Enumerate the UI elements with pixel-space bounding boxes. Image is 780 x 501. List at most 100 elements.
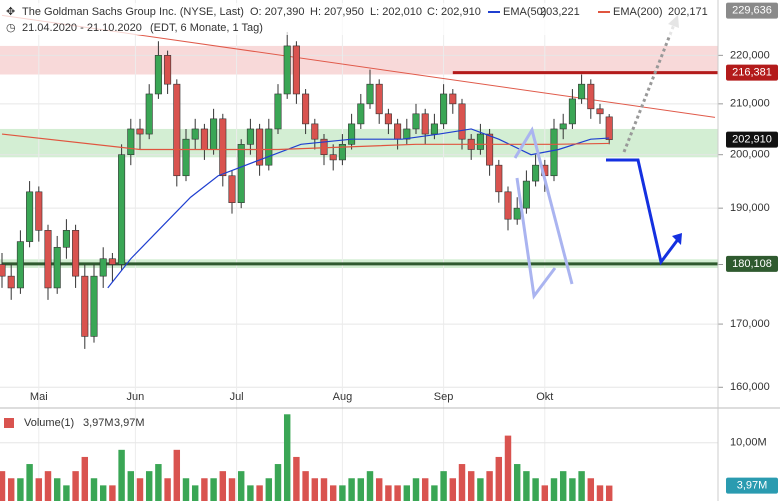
volume-bar — [0, 471, 6, 501]
volume-last-box — [726, 477, 778, 494]
volume-bar — [237, 471, 245, 501]
volume-bar — [53, 478, 61, 501]
volume-bar — [458, 464, 466, 501]
header: ✥ The Goldman Sachs Group Inc. (NYSE, La… — [0, 3, 712, 35]
candle-body — [375, 83, 383, 115]
candle-body — [329, 154, 337, 161]
candle-body — [81, 275, 89, 337]
volume-bar — [357, 478, 365, 501]
date-range: 21.04.2020 - 21.10.2020 — [22, 22, 142, 34]
candle-body — [283, 45, 291, 95]
candle-body — [246, 128, 254, 145]
volume-bar — [35, 478, 43, 501]
volume-bar — [99, 485, 107, 501]
volume-bar — [182, 478, 190, 501]
candle-body — [384, 113, 392, 125]
arrow-head — [672, 233, 682, 245]
volume-bar — [7, 478, 15, 501]
volume-bar — [605, 485, 613, 501]
candle-body — [265, 128, 273, 166]
candle-body — [164, 55, 172, 85]
volume-bar — [256, 485, 263, 501]
candle-body — [449, 93, 457, 105]
clock-icon: ◷ — [6, 22, 16, 34]
header-bg — [0, 3, 712, 35]
volume-bar — [228, 478, 236, 501]
candle-body — [550, 128, 558, 177]
volume-bar — [532, 478, 539, 501]
volume-bar — [587, 478, 595, 501]
title: The Goldman Sachs Group Inc. (NYSE, Last… — [22, 6, 244, 18]
volume-bar — [265, 478, 273, 501]
volume-bar — [550, 478, 558, 501]
level-box — [726, 255, 778, 272]
candle-body — [559, 123, 567, 130]
candle-body — [200, 128, 208, 150]
candle-body — [532, 164, 540, 182]
candle-body — [44, 230, 52, 289]
volume-bar — [44, 471, 52, 501]
volume-bar — [569, 478, 576, 501]
candle-body — [302, 93, 310, 125]
volume-bar — [173, 449, 181, 501]
candle-body — [504, 191, 512, 220]
high: H: 207,950 — [310, 6, 364, 18]
volume-bar — [339, 485, 346, 501]
volume-bar — [311, 478, 319, 501]
candle-body — [35, 191, 43, 231]
candle-body — [476, 133, 484, 150]
close: C: 202,910 — [427, 6, 481, 18]
candle-body — [99, 258, 107, 277]
volume-bar — [412, 478, 420, 501]
candle-body — [587, 83, 595, 110]
candle-body — [403, 128, 411, 140]
volume-bar — [513, 464, 521, 501]
candle-body — [182, 138, 190, 177]
candle-body — [458, 103, 466, 140]
volume-bar — [247, 485, 254, 501]
y-tick-label: 220,000 — [730, 49, 770, 61]
candle-body — [357, 103, 365, 125]
zone — [0, 45, 718, 75]
projection-arrow — [606, 158, 681, 266]
volume-last-label: 3,97M — [737, 479, 768, 491]
volume-bar — [72, 471, 79, 501]
candle-body — [513, 207, 521, 220]
volume-bar — [127, 471, 135, 501]
candle-body — [136, 128, 144, 135]
y-tick-label: 190,000 — [730, 202, 770, 214]
volume-bar — [283, 414, 291, 501]
open: O: 207,390 — [250, 6, 304, 18]
annotation-arrows — [513, 15, 682, 300]
candle-body — [605, 116, 613, 140]
expand-icon: ✥ — [6, 6, 15, 18]
x-tick-label: Sep — [434, 391, 454, 403]
candle-body — [596, 108, 604, 115]
volume-bar — [219, 471, 227, 501]
volume-bar — [155, 464, 162, 501]
volume-bar — [201, 478, 208, 501]
y-tick-label: 10,00M — [730, 437, 767, 449]
candle-body — [237, 144, 245, 203]
volume-bar — [366, 471, 374, 501]
volume-bar — [477, 478, 484, 501]
y-tick-label: 200,000 — [730, 149, 770, 161]
volume-bar — [495, 456, 503, 501]
volume-bar — [164, 478, 171, 501]
volume-bar — [431, 485, 438, 501]
x-tick-label: Jun — [127, 391, 145, 403]
candle-body — [440, 93, 448, 125]
candle-body — [53, 246, 61, 289]
low: L: 202,010 — [370, 6, 422, 18]
candle-body — [366, 83, 374, 105]
candle-body — [412, 113, 420, 130]
volume-bar — [90, 478, 98, 501]
legend-ema50: EMA(50) — [503, 6, 546, 18]
candle-body — [154, 55, 162, 95]
candle-body — [522, 180, 530, 209]
volume-bar — [449, 478, 457, 501]
candle-body — [26, 191, 34, 242]
candle-body — [495, 164, 503, 193]
volume-bar — [17, 478, 24, 501]
